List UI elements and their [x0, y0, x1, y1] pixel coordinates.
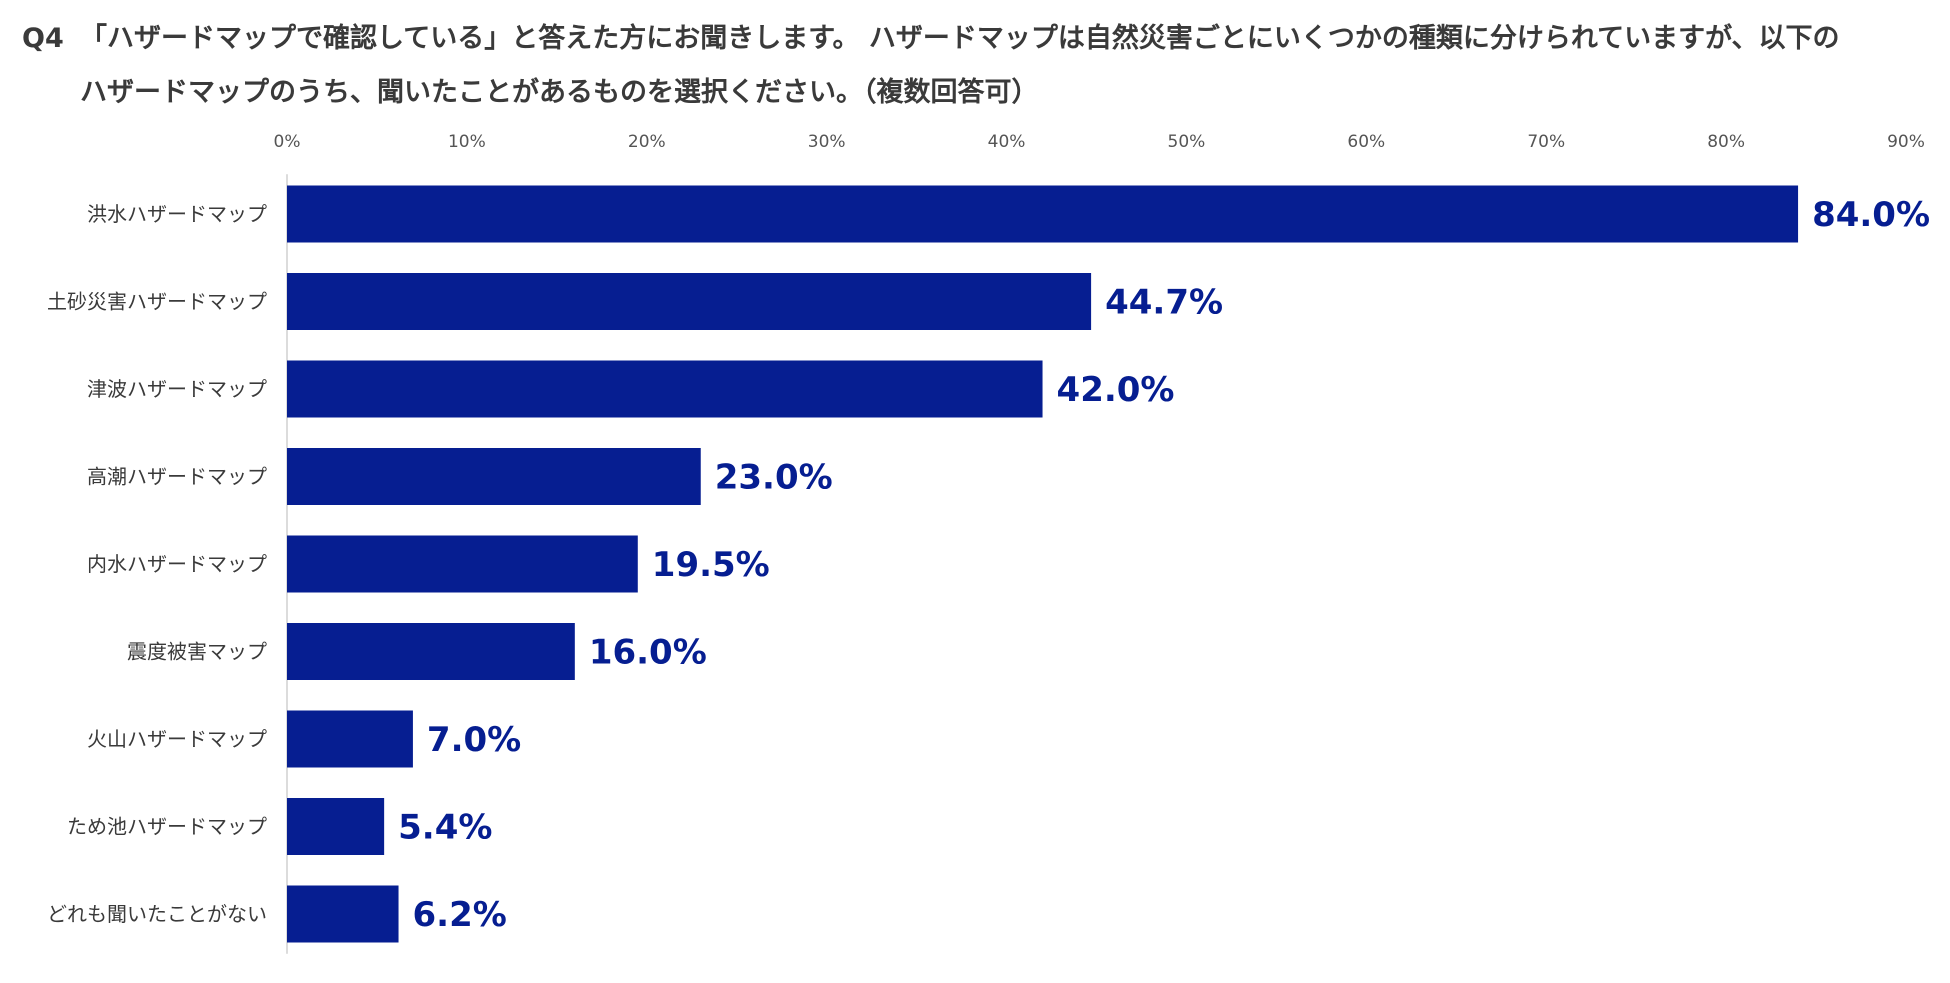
- x-tick-label: 30%: [808, 132, 846, 152]
- question-text: Q4 「ハザードマップで確認している」と答えた方にお聞きします。 ハザードマップは…: [22, 12, 1922, 120]
- question-line-1: Q4 「ハザードマップで確認している」と答えた方にお聞きします。 ハザードマップは…: [22, 12, 1922, 66]
- category-label: 高潮ハザードマップ: [87, 465, 267, 489]
- category-label: 土砂災害ハザードマップ: [47, 290, 267, 314]
- value-label: 7.0%: [427, 720, 521, 760]
- value-label: 6.2%: [413, 895, 507, 935]
- x-tick-label: 90%: [1887, 132, 1925, 152]
- bar: [287, 798, 385, 855]
- bar: [287, 535, 638, 593]
- bar: [287, 710, 413, 768]
- category-label: 火山ハザードマップ: [87, 727, 267, 751]
- category-label: 震度被害マップ: [127, 640, 267, 664]
- question-number: Q4: [22, 23, 64, 54]
- category-label: ため池ハザードマップ: [67, 815, 267, 839]
- bars: [287, 185, 1799, 943]
- value-label: 5.4%: [398, 808, 492, 848]
- category-labels: 洪水ハザードマップ土砂災害ハザードマップ津波ハザードマップ高潮ハザードマップ内水…: [47, 202, 267, 926]
- bar: [287, 185, 1799, 243]
- bar: [287, 885, 399, 943]
- bar: [287, 273, 1092, 330]
- question-line-2: ハザードマップのうち、聞いたことがあるものを選択ください。（複数回答可）: [22, 66, 1922, 120]
- bar: [287, 623, 575, 680]
- value-label: 44.7%: [1105, 283, 1223, 323]
- x-axis: 0% 10% 20% 30% 40% 50% 60% 70% 80% 90%: [274, 132, 1925, 152]
- value-label: 19.5%: [652, 545, 770, 585]
- x-tick-label: 10%: [448, 132, 486, 152]
- value-label: 42.0%: [1057, 370, 1175, 410]
- bar: [287, 448, 701, 505]
- category-label: 津波ハザードマップ: [87, 377, 267, 401]
- x-tick-label: 40%: [988, 132, 1026, 152]
- bar: [287, 360, 1043, 418]
- value-label: 84.0%: [1812, 195, 1930, 235]
- x-tick-label: 60%: [1347, 132, 1385, 152]
- x-tick-label: 20%: [628, 132, 666, 152]
- value-label: 16.0%: [589, 633, 707, 673]
- category-label: 洪水ハザードマップ: [87, 202, 267, 226]
- category-label: 内水ハザードマップ: [87, 552, 267, 576]
- value-label: 23.0%: [715, 458, 833, 498]
- category-label: どれも聞いたことがない: [47, 902, 267, 926]
- value-labels: 84.0% 44.7% 42.0% 23.0% 19.5% 16.0% 7.0% 5.4% 6.…: [398, 195, 1930, 935]
- x-tick-label: 0%: [274, 132, 301, 152]
- x-tick-label: 50%: [1168, 132, 1206, 152]
- x-tick-label: 70%: [1527, 132, 1565, 152]
- question-text-line-2: ハザードマップのうち、聞いたことがあるものを選択ください。（複数回答可）: [80, 77, 1039, 108]
- x-tick-label: 80%: [1707, 132, 1745, 152]
- question-text-line-1: 「ハザードマップで確認している」と答えた方にお聞きします。 ハザードマップは自然…: [80, 23, 1840, 54]
